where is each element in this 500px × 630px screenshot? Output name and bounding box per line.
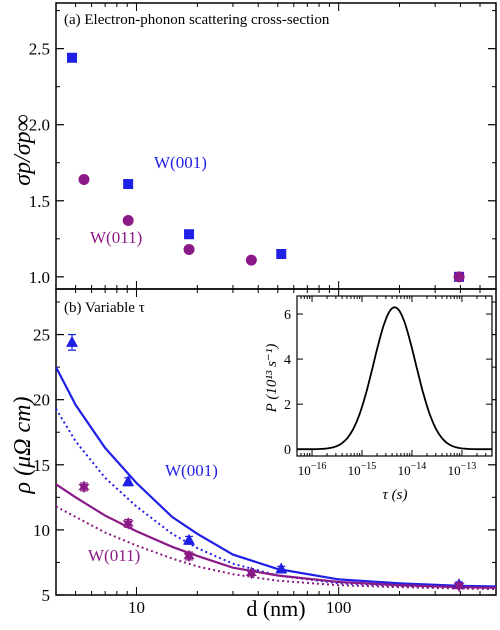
panel-a-label-w001: W(001) [154, 153, 207, 172]
panel-b-y-axis-label: ρ (μΩ cm) [10, 397, 36, 495]
panel-b-frame [55, 288, 497, 596]
panel-a-square-point [276, 249, 287, 260]
panel-b-title: (b) Variable τ [64, 300, 145, 316]
panel-b-triangle-point [183, 533, 196, 545]
inset-y-tick-label: 2 [284, 398, 291, 413]
panel-a-square-point [184, 229, 195, 240]
panel-a-y-ticks: 1.0 1.5 2.0 2.5 [29, 10, 496, 287]
inset-distribution-curve [297, 306, 492, 451]
panel-a-points [67, 52, 465, 283]
panel-b-star-point [245, 566, 257, 580]
panel-a-title: (a) Electron-phonon scattering cross-sec… [64, 12, 330, 28]
inset-x-tick-label: 10−15 [348, 461, 377, 478]
panel-b-y-tick-label: 5 [42, 586, 51, 605]
inset-x-ticks: 10−16 10−15 10−14 10−13 [296, 296, 493, 478]
panel-b-points [66, 333, 466, 593]
panel-b-y-tick-label: 10 [33, 521, 50, 540]
panel-a-circle-point [453, 271, 465, 283]
panel-b-x-axis-label: d (nm) [246, 596, 305, 621]
panel-b-star-point [453, 579, 465, 593]
panel-b-y-tick-label: 15 [33, 456, 50, 475]
panel-b-x-tick-label: 10 [128, 598, 145, 617]
panel-a-y-tick-label: 2.5 [29, 40, 50, 59]
inset-x-axis-label: τ (s) [383, 487, 408, 503]
panel-a-circle-point [183, 243, 195, 255]
panel-b-star-point [78, 480, 90, 494]
panel-b-model-curve [55, 408, 497, 589]
inset-y-tick-label: 4 [284, 353, 291, 368]
panel-b-x-ticks: 10 100 [55, 289, 497, 617]
panel-b-curves [55, 366, 497, 591]
panel-a-circle-point [122, 215, 134, 227]
panel-b-star-point [183, 549, 195, 563]
inset-x-tick-label: 10−16 [298, 461, 327, 478]
panel-b-triangle-point [275, 562, 288, 574]
panel-a-square-point [67, 52, 78, 63]
panel-a-square-point [123, 179, 134, 190]
panel-b-label-w011: W(011) [88, 546, 140, 565]
panel-a-label-w011: W(011) [90, 228, 142, 247]
panel-a-y-axis-label: σp/σp∞ [10, 114, 36, 185]
inset-x-tick-label: 10−14 [398, 461, 427, 478]
inset-chart: 0 2 4 6 10−16 10−15 10−14 10−13 P (10¹³ s⁻¹) τ… [264, 295, 493, 503]
panel-b-y-tick-label: 25 [33, 326, 50, 345]
inset-curve-group [297, 306, 492, 451]
panel-a-y-tick-label: 1.0 [29, 268, 50, 287]
panel-a-y-tick-label: 1.5 [29, 192, 50, 211]
inset-x-tick-label: 10−13 [448, 461, 477, 478]
panel-a-y-tick-label: 2.0 [29, 116, 50, 135]
panel-b-triangle-point [122, 475, 135, 487]
inset-y-tick-label: 6 [284, 308, 291, 323]
inset-y-axis-label: P (10¹³ s⁻¹) [264, 344, 280, 414]
panel-b-star-point [122, 516, 134, 530]
panel-a: (a) Electron-phonon scattering cross-sec… [10, 2, 497, 290]
panel-a-circle-point [78, 173, 90, 185]
inset-y-tick-label: 0 [284, 443, 291, 458]
panel-b-triangle-point [66, 335, 79, 347]
panel-b-model-curve [55, 366, 497, 588]
panel-b-x-tick-label: 100 [326, 598, 352, 617]
inset-frame [296, 295, 493, 457]
panel-b-label-w001: W(001) [165, 461, 218, 480]
panel-a-circle-point [245, 254, 257, 266]
panel-b-model-curve [55, 483, 497, 589]
panel-b-y-tick-label: 20 [33, 391, 50, 410]
